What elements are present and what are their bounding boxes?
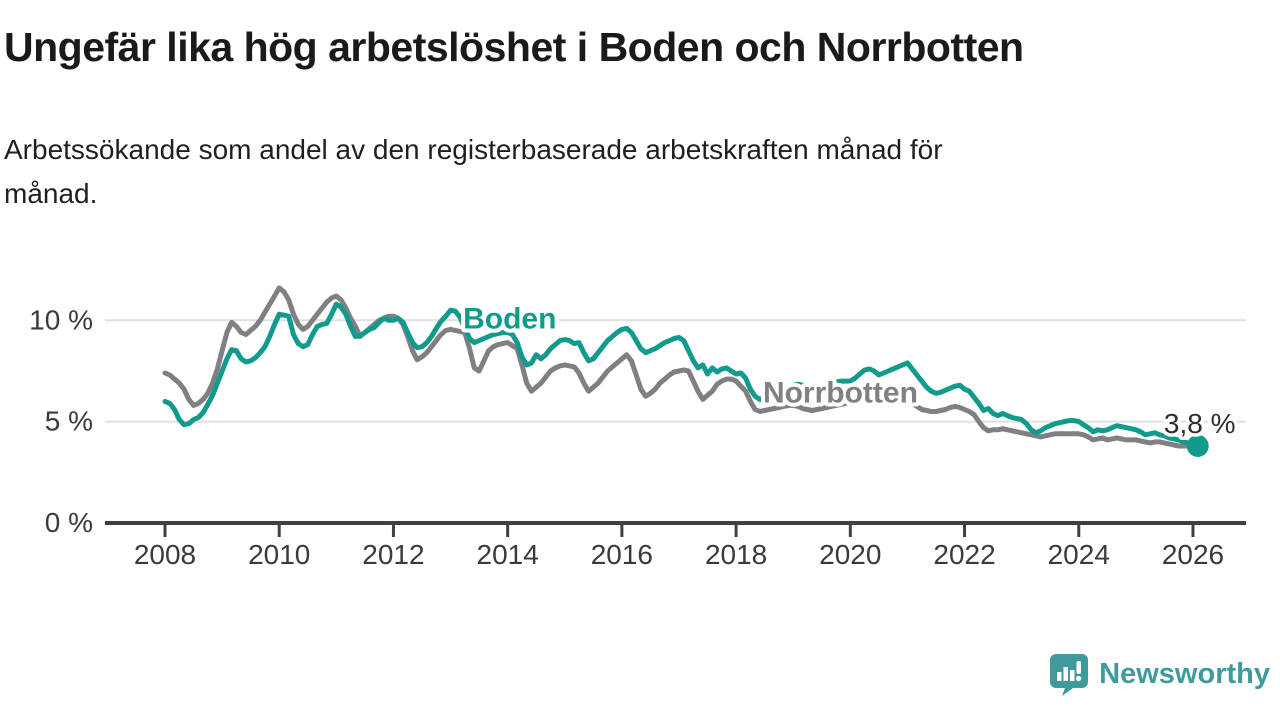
latest-value-annotation: 3,8 % xyxy=(1164,408,1236,439)
x-axis-label: 2010 xyxy=(248,539,310,570)
x-axis-label: 2014 xyxy=(477,539,539,570)
x-axis-label: 2008 xyxy=(134,539,196,570)
latest-value-dot xyxy=(1186,434,1209,457)
logo-wordmark: Newsworthy xyxy=(1099,658,1270,690)
series-line-norrbotten xyxy=(162,285,1201,449)
y-axis-label: 10 % xyxy=(29,304,93,335)
y-axis-label: 0 % xyxy=(45,507,93,538)
x-axis-label: 2018 xyxy=(705,539,767,570)
x-axis-label: 2022 xyxy=(933,539,995,570)
series-label-norrbotten: Norrbotten xyxy=(763,376,918,409)
page-title: Ungefär lika hög arbetslöshet i Boden oc… xyxy=(4,24,1024,70)
x-axis-label: 2016 xyxy=(591,539,653,570)
x-axis-label: 2026 xyxy=(1162,539,1224,570)
subtitle-line-1: Arbetssökande som andel av den registerb… xyxy=(4,134,943,165)
x-axis-label: 2024 xyxy=(1048,539,1110,570)
subtitle-line-2: månad. xyxy=(4,178,98,209)
x-axis-label: 2012 xyxy=(362,539,424,570)
x-axis-label: 2020 xyxy=(819,539,881,570)
y-axis-label: 5 % xyxy=(45,406,93,437)
chart-subtitle: Arbetssökande som andel av den registerb… xyxy=(4,128,1204,216)
series-line-boden xyxy=(162,301,1201,449)
series-label-boden: Boden xyxy=(463,302,556,335)
bar-chart-speech-bubble-icon xyxy=(1050,654,1089,696)
newsworthy-logo: Newsworthy xyxy=(1049,653,1270,696)
